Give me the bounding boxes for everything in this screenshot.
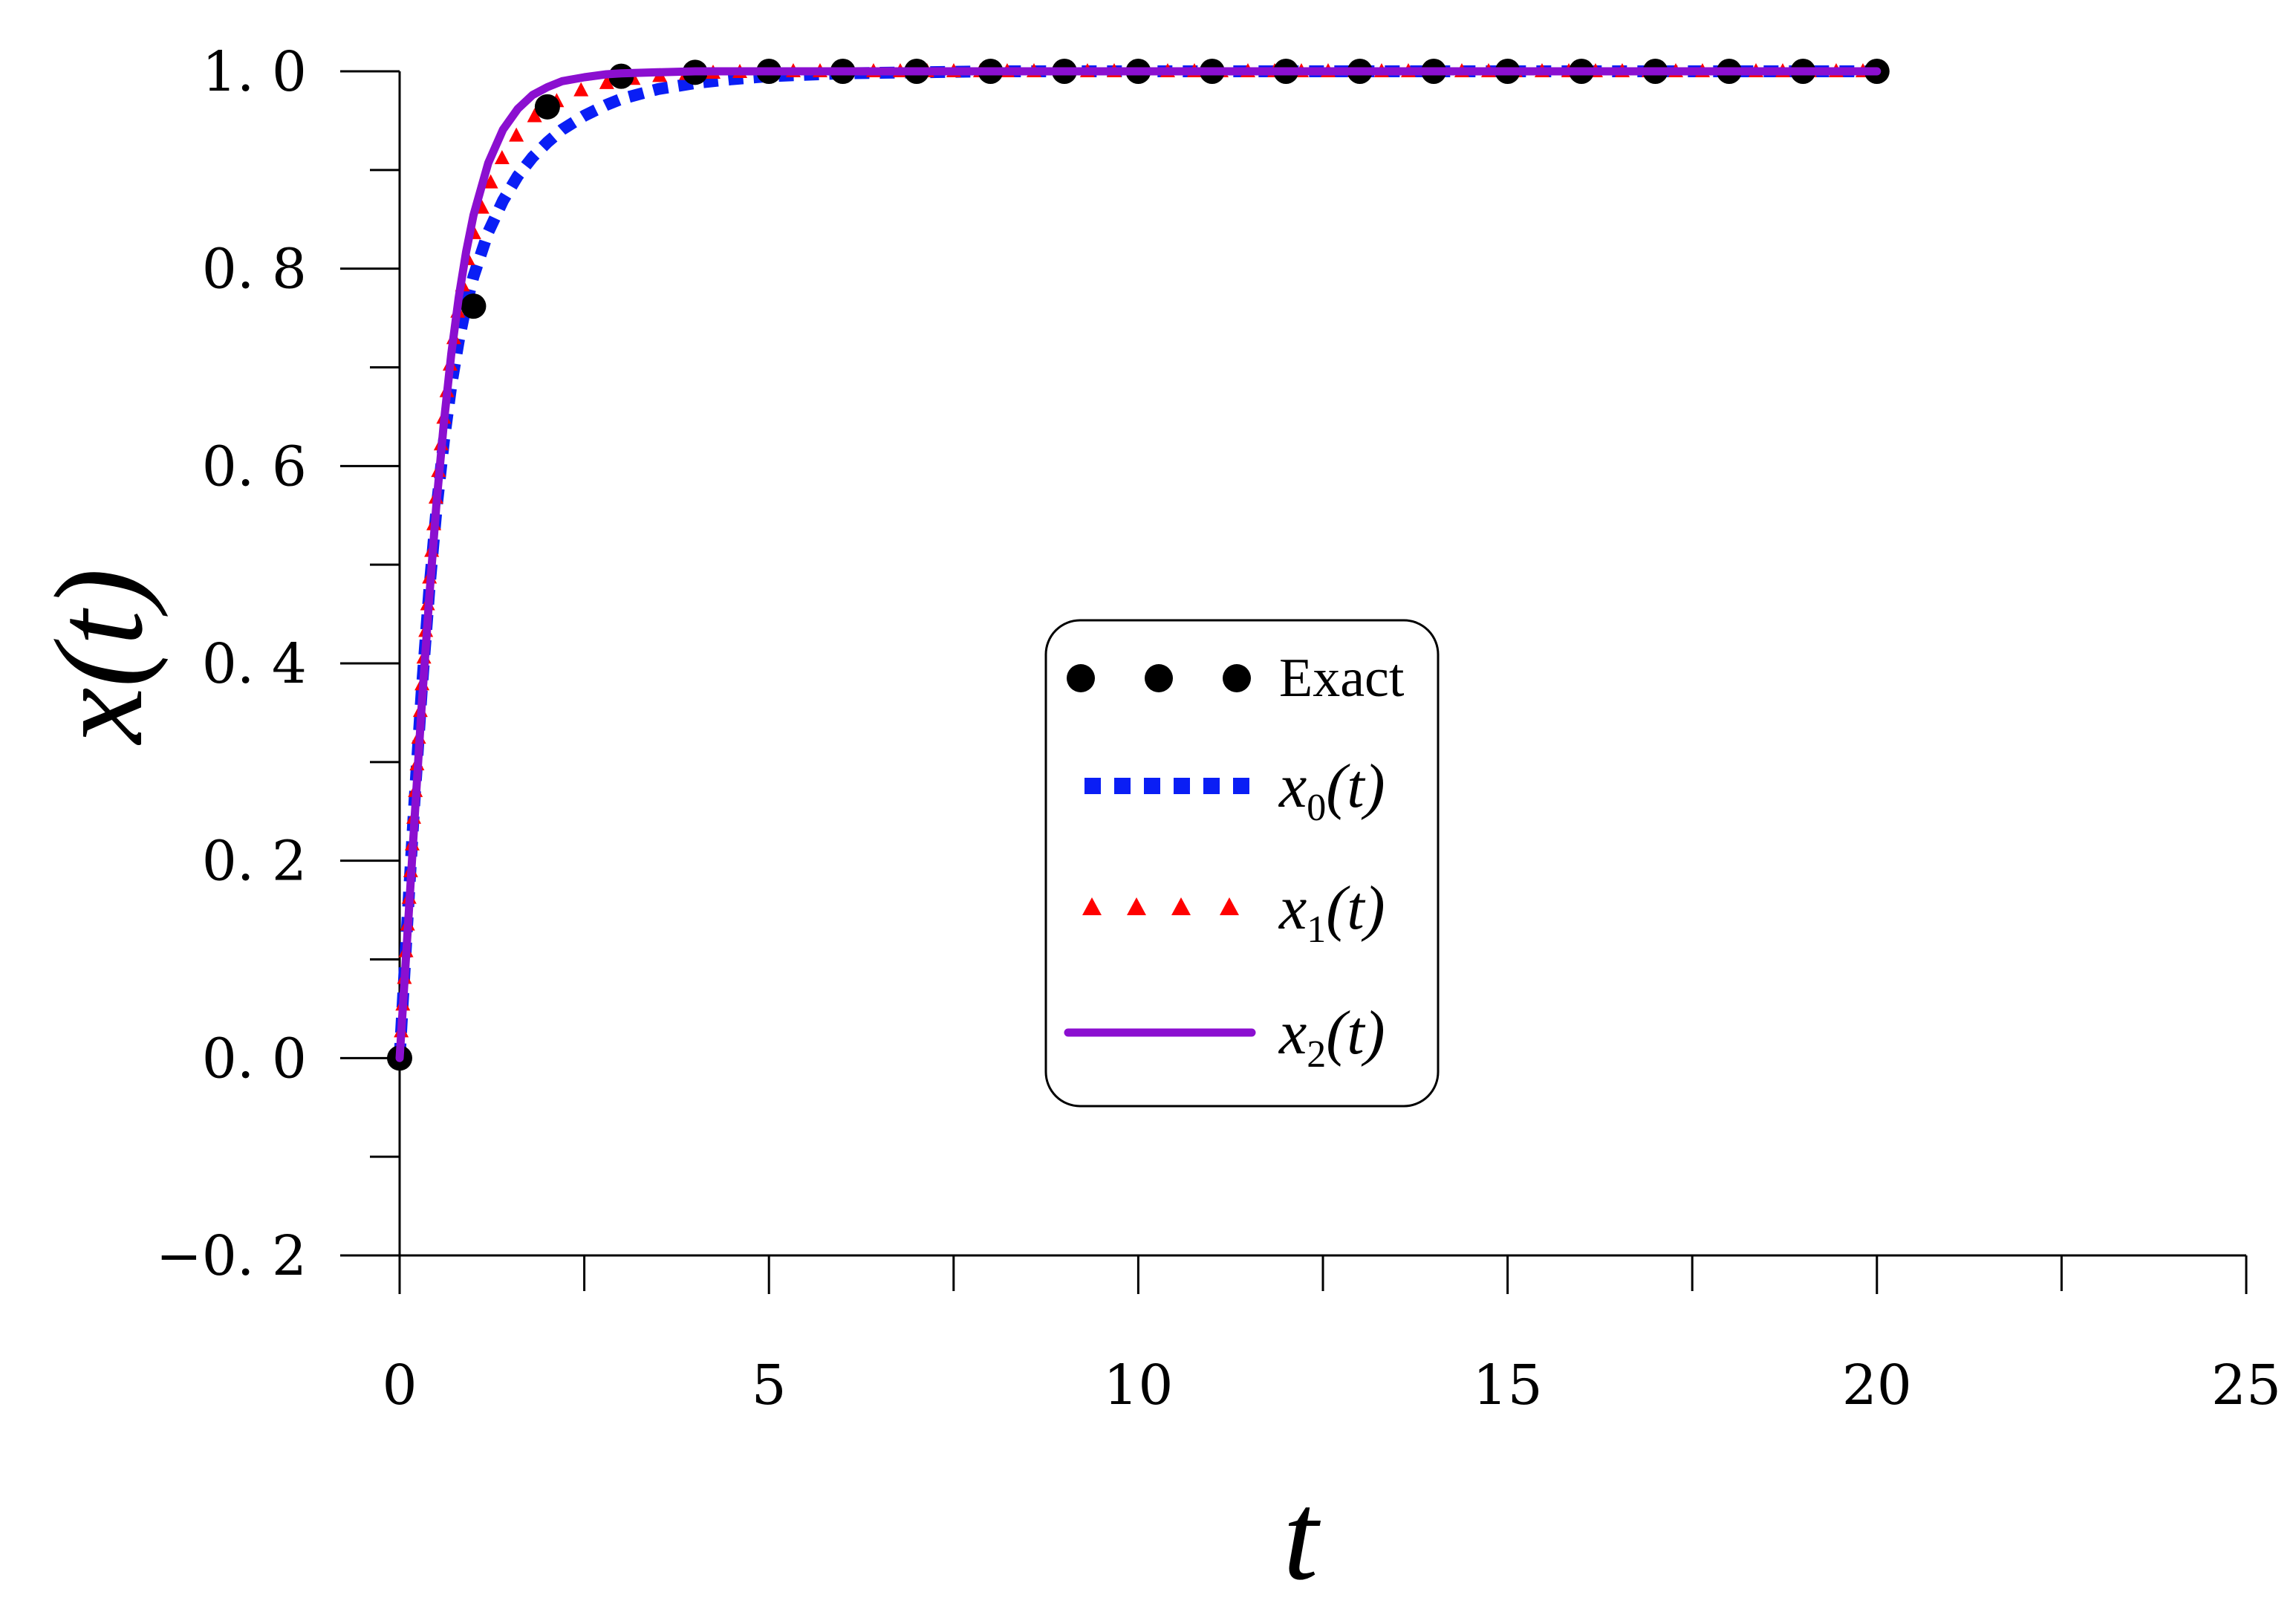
triangle-marker	[599, 74, 614, 89]
legend-triangle-marker	[1220, 897, 1239, 915]
legend-circle-marker	[1223, 664, 1251, 692]
series-x2	[395, 67, 1882, 1062]
legend-box	[1044, 619, 1440, 1108]
legend-label: x2(t)	[1278, 998, 1385, 1076]
y-tick-label: 1. 0	[202, 40, 307, 104]
x-tick-label: 25	[2211, 1353, 2281, 1417]
x-tick-label: 10	[1103, 1353, 1173, 1417]
x-tick-label: 15	[1473, 1353, 1543, 1417]
y-tick-label: 0. 4	[202, 632, 307, 696]
legend-entry: x2(t)	[1064, 998, 1385, 1076]
legend-circle-marker	[1067, 664, 1095, 692]
circle-marker	[461, 293, 487, 319]
triangle-marker	[483, 174, 498, 189]
x-tick-label: 5	[752, 1353, 787, 1417]
y-tick-label: 0. 6	[202, 435, 307, 498]
legend-entry: x0(t)	[1084, 752, 1385, 829]
x-tick-label: 0	[382, 1353, 417, 1417]
legend-circle-marker	[1145, 664, 1173, 692]
legend-triangle-marker	[1082, 897, 1102, 915]
y-tick-label: 0. 2	[202, 830, 307, 894]
series-line	[395, 67, 1882, 1062]
circle-marker	[534, 94, 560, 120]
y-axis-title: x(t)	[29, 568, 169, 746]
series-layer	[387, 59, 1890, 1071]
legend-entry: Exact	[1067, 648, 1405, 709]
legend-label: x0(t)	[1278, 752, 1385, 829]
legend: Exact x0(t) x1(t) x2(t)	[1044, 619, 1440, 1108]
x-axis-title: t	[1283, 1466, 1321, 1606]
x-tick-label: 20	[1842, 1353, 1912, 1417]
legend-triangle-marker	[1127, 897, 1146, 915]
axes: −0. 2 0. 0 0. 2 0. 4 0. 6 0. 8 1. 0 0 5 10 15 20 25	[156, 40, 2281, 1417]
legend-triangle-marker	[1171, 897, 1191, 915]
y-tick-label: 0. 0	[202, 1027, 307, 1091]
legend-label: Exact	[1279, 648, 1405, 709]
triangle-marker	[527, 108, 542, 123]
legend-entry: x1(t)	[1082, 874, 1385, 951]
y-tick-label: 0. 8	[202, 238, 307, 302]
y-tick-label: −0. 2	[156, 1224, 307, 1288]
triangle-marker	[509, 127, 524, 142]
triangle-marker	[573, 82, 589, 97]
legend-label: x1(t)	[1278, 874, 1385, 951]
triangle-marker	[494, 150, 510, 165]
